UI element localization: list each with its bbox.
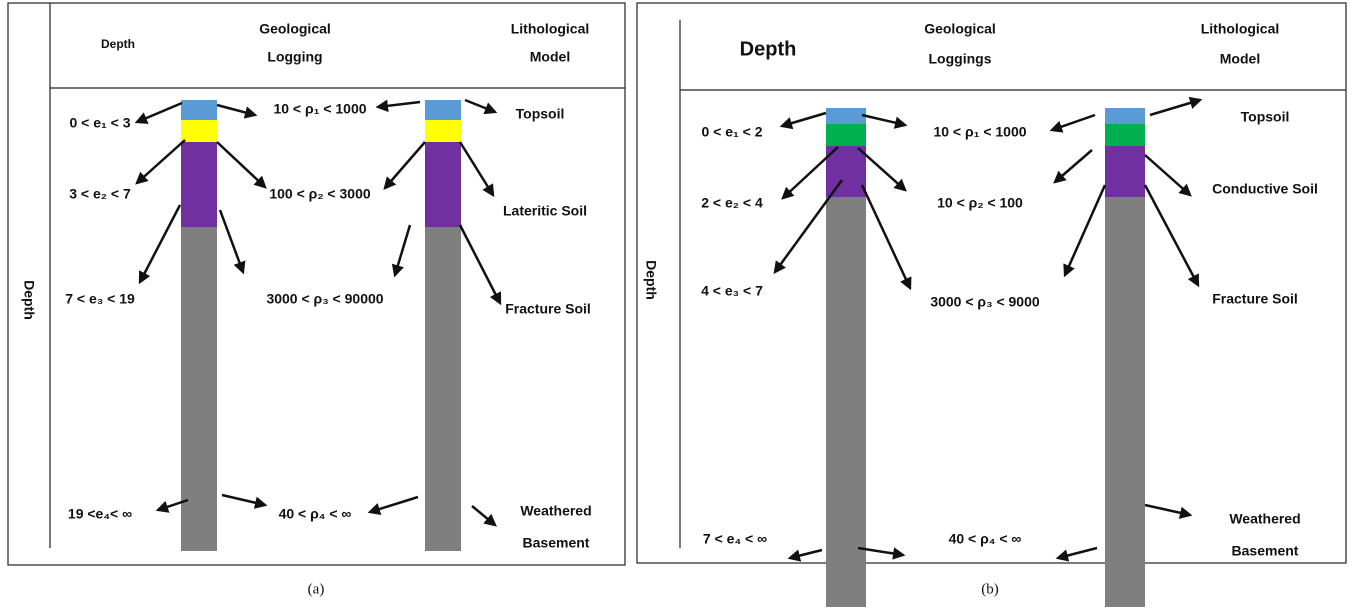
- header-geological-logging: Geological: [259, 21, 331, 37]
- depth-range: 0 < e₁ < 3: [69, 115, 130, 131]
- layer: [1105, 197, 1145, 607]
- header-geological-logging: Logging: [267, 49, 322, 65]
- lithology-label: Weathered: [520, 503, 591, 519]
- layer: [425, 120, 461, 142]
- layer: [425, 142, 461, 227]
- arrow: [460, 225, 500, 303]
- resistivity-range: 3000 < ρ₃ < 90000: [266, 291, 383, 307]
- resistivity-range: 40 < ρ₄ < ∞: [949, 531, 1022, 547]
- header-depth: Depth: [101, 37, 135, 51]
- arrow: [782, 113, 826, 126]
- depth-axis-label: Depth: [643, 260, 659, 300]
- panel: Depth Geological Loggings Lithological Model…: [637, 3, 1346, 607]
- arrow: [1145, 505, 1190, 515]
- resistivity-range: 100 < ρ₂ < 3000: [269, 186, 371, 202]
- header-geological-logging: Geological: [924, 21, 996, 37]
- lithology-label: Conductive Soil: [1212, 181, 1318, 197]
- depth-range: 7 < e₃ < 19: [65, 291, 135, 307]
- header-lithological-model: Lithological: [1201, 21, 1280, 37]
- arrow: [862, 115, 905, 125]
- arrow: [220, 210, 243, 272]
- arrow: [1052, 115, 1095, 130]
- header-lithological-model: Lithological: [511, 21, 590, 37]
- header-geological-logging: Loggings: [929, 51, 992, 67]
- arrow: [460, 142, 493, 195]
- depth-range: 7 < e₄ < ∞: [703, 531, 767, 547]
- layer: [425, 100, 461, 120]
- layer: [181, 227, 217, 551]
- lithology-label: Basement: [523, 535, 590, 551]
- arrow: [222, 495, 265, 505]
- layer: [1105, 124, 1145, 146]
- arrow: [137, 103, 182, 122]
- figure: DepthGeologicalLoggingLithologicalModelD…: [0, 0, 1354, 607]
- depth-range: 4 < e₃ < 7: [701, 283, 763, 299]
- arrow: [1145, 185, 1198, 285]
- layer: [425, 227, 461, 551]
- lithology-label: Lateritic Soil: [503, 203, 587, 219]
- lithology-label: Fracture Soil: [1212, 291, 1298, 307]
- arrow: [862, 185, 910, 288]
- layer: [181, 142, 217, 227]
- arrow: [472, 506, 495, 525]
- lithology-label: Fracture Soil: [505, 301, 591, 317]
- arrow: [1058, 548, 1097, 558]
- arrow: [465, 100, 495, 112]
- depth-axis-label: Depth: [21, 280, 37, 320]
- depth-range: 0 < e₁ < 2: [701, 124, 762, 140]
- layer: [826, 124, 866, 146]
- arrow: [378, 102, 420, 107]
- arrow: [217, 105, 255, 115]
- arrow: [1055, 150, 1092, 182]
- arrow: [137, 140, 185, 183]
- resistivity-range: 3000 < ρ₃ < 9000: [930, 294, 1040, 310]
- arrow: [1145, 155, 1190, 195]
- arrow: [140, 205, 180, 282]
- lithology-label: Topsoil: [1241, 109, 1290, 125]
- caption: (a): [308, 581, 325, 597]
- arrow: [1150, 100, 1200, 115]
- layer: [181, 120, 217, 142]
- arrow: [370, 497, 418, 512]
- depth-range: 2 < e₂ < 4: [701, 195, 763, 211]
- layer: [826, 108, 866, 124]
- arrow: [790, 550, 822, 558]
- lithology-label: Basement: [1232, 543, 1299, 559]
- arrow: [1065, 185, 1105, 275]
- depth-range: 19 <e₄< ∞: [68, 506, 132, 522]
- resistivity-range: 10 < ρ₂ < 100: [937, 195, 1023, 211]
- panel: Depth Geological Logging Lithological Model D…: [8, 3, 625, 597]
- arrow: [385, 142, 425, 188]
- layer: [1105, 146, 1145, 197]
- arrow: [395, 225, 410, 275]
- resistivity-range: 40 < ρ₄ < ∞: [279, 506, 352, 522]
- header-depth: Depth: [740, 38, 797, 60]
- caption: (b): [981, 581, 999, 597]
- header-lithological-model: Model: [1220, 51, 1260, 67]
- resistivity-range: 10 < ρ₁ < 1000: [933, 124, 1026, 140]
- panel-frame: [8, 3, 625, 565]
- header-lithological-model: Model: [530, 49, 570, 65]
- layer: [181, 100, 217, 120]
- resistivity-range: 10 < ρ₁ < 1000: [273, 101, 366, 117]
- lithology-label: Weathered: [1229, 511, 1300, 527]
- layer: [826, 197, 866, 607]
- arrow: [217, 142, 265, 187]
- layer: [1105, 108, 1145, 124]
- depth-range: 3 < e₂ < 7: [69, 186, 131, 202]
- lithology-label: Topsoil: [516, 106, 565, 122]
